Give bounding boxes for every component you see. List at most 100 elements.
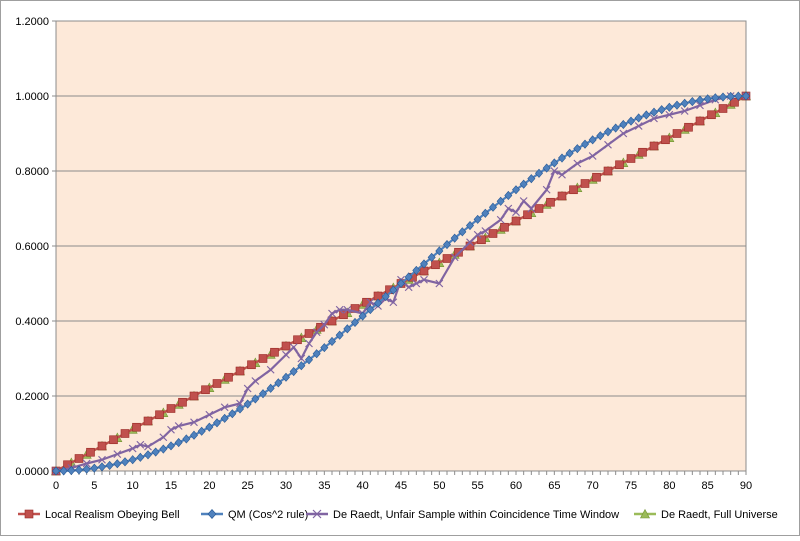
data-point <box>466 221 474 231</box>
data-point <box>397 278 405 289</box>
data-point <box>128 455 137 465</box>
data-point <box>412 279 421 288</box>
data-point <box>604 127 612 137</box>
data-point <box>328 309 336 318</box>
data-point <box>642 110 651 120</box>
data-point <box>274 378 283 388</box>
data-point <box>535 168 543 178</box>
data-point <box>569 185 578 195</box>
data-point <box>588 152 597 160</box>
x-tick-label: 45 <box>395 480 407 492</box>
data-point <box>381 292 390 302</box>
x-tick-label: 0 <box>53 480 59 492</box>
data-point <box>703 94 712 104</box>
data-point <box>282 372 290 382</box>
data-point <box>247 360 256 370</box>
data-point <box>236 399 244 408</box>
data-point <box>282 350 290 359</box>
data-point <box>151 447 160 457</box>
data-point <box>673 100 681 110</box>
x-tick-label: 65 <box>548 480 560 492</box>
data-point <box>665 102 674 112</box>
data-point <box>320 320 329 329</box>
data-point <box>557 191 567 201</box>
data-point <box>312 349 321 359</box>
y-tick-label: 0.0000 <box>15 466 49 478</box>
data-point <box>696 101 704 110</box>
data-point <box>573 144 582 154</box>
series-group <box>51 90 751 476</box>
data-point <box>640 508 650 519</box>
data-point <box>109 435 118 445</box>
data-point <box>519 197 528 205</box>
data-point <box>293 335 302 345</box>
data-point <box>680 107 689 115</box>
data-point <box>519 179 528 189</box>
data-point <box>144 442 152 451</box>
data-point <box>143 416 153 426</box>
data-point <box>442 254 452 263</box>
data-point <box>734 91 743 101</box>
data-point <box>527 204 536 213</box>
x-tick-label: 55 <box>472 480 484 492</box>
data-point <box>281 341 291 351</box>
data-point <box>650 114 658 123</box>
data-point <box>580 179 590 188</box>
data-point <box>228 409 237 419</box>
data-point <box>427 252 436 262</box>
data-point <box>611 123 620 133</box>
data-point <box>297 354 306 363</box>
data-point <box>159 444 168 454</box>
data-point <box>649 141 659 151</box>
data-point <box>120 429 130 438</box>
legend-label: De Raedt, Full Universe <box>661 509 778 521</box>
data-point <box>220 403 229 412</box>
data-point <box>512 208 520 217</box>
data-point <box>328 336 336 346</box>
data-point <box>435 279 444 288</box>
data-point <box>588 135 597 145</box>
data-point <box>626 154 636 163</box>
data-point <box>243 384 252 393</box>
data-point <box>481 227 490 235</box>
data-point <box>98 462 106 472</box>
data-point <box>358 311 367 321</box>
data-point <box>113 450 122 459</box>
data-point <box>489 202 497 212</box>
data-point <box>719 92 727 102</box>
legend-item: De Raedt, Full Universe <box>634 508 778 521</box>
data-point <box>695 116 705 126</box>
data-point <box>496 196 505 206</box>
data-point <box>477 235 486 245</box>
data-point <box>190 430 198 440</box>
legend-label: De Raedt, Unfair Sample within Coinciden… <box>333 509 619 521</box>
data-point <box>167 441 175 451</box>
data-point <box>128 444 137 453</box>
legend-label: QM (Cos^2 rule) <box>228 509 308 521</box>
data-point <box>59 466 68 476</box>
data-point <box>201 385 210 395</box>
data-point <box>335 305 344 314</box>
axes: 0.0000 0.2000 0.4000 0.6000 0.8000 1.0000 1.20… <box>15 16 752 492</box>
data-point <box>420 259 428 269</box>
data-point <box>121 457 129 467</box>
data-point <box>634 122 643 130</box>
data-point <box>512 185 520 195</box>
data-point <box>604 140 612 149</box>
x-tick-label: 40 <box>357 480 369 492</box>
data-point <box>297 361 306 371</box>
data-point <box>420 275 428 284</box>
data-point <box>730 97 739 107</box>
data-point <box>450 233 459 243</box>
x-tick-label: 75 <box>625 480 637 492</box>
data-point <box>167 425 175 434</box>
data-point <box>159 433 168 442</box>
data-point <box>220 413 229 423</box>
data-point <box>496 215 505 224</box>
data-point <box>67 465 76 476</box>
data-point <box>573 159 582 168</box>
data-point <box>178 397 187 407</box>
data-point <box>523 210 532 220</box>
data-point <box>650 107 658 117</box>
